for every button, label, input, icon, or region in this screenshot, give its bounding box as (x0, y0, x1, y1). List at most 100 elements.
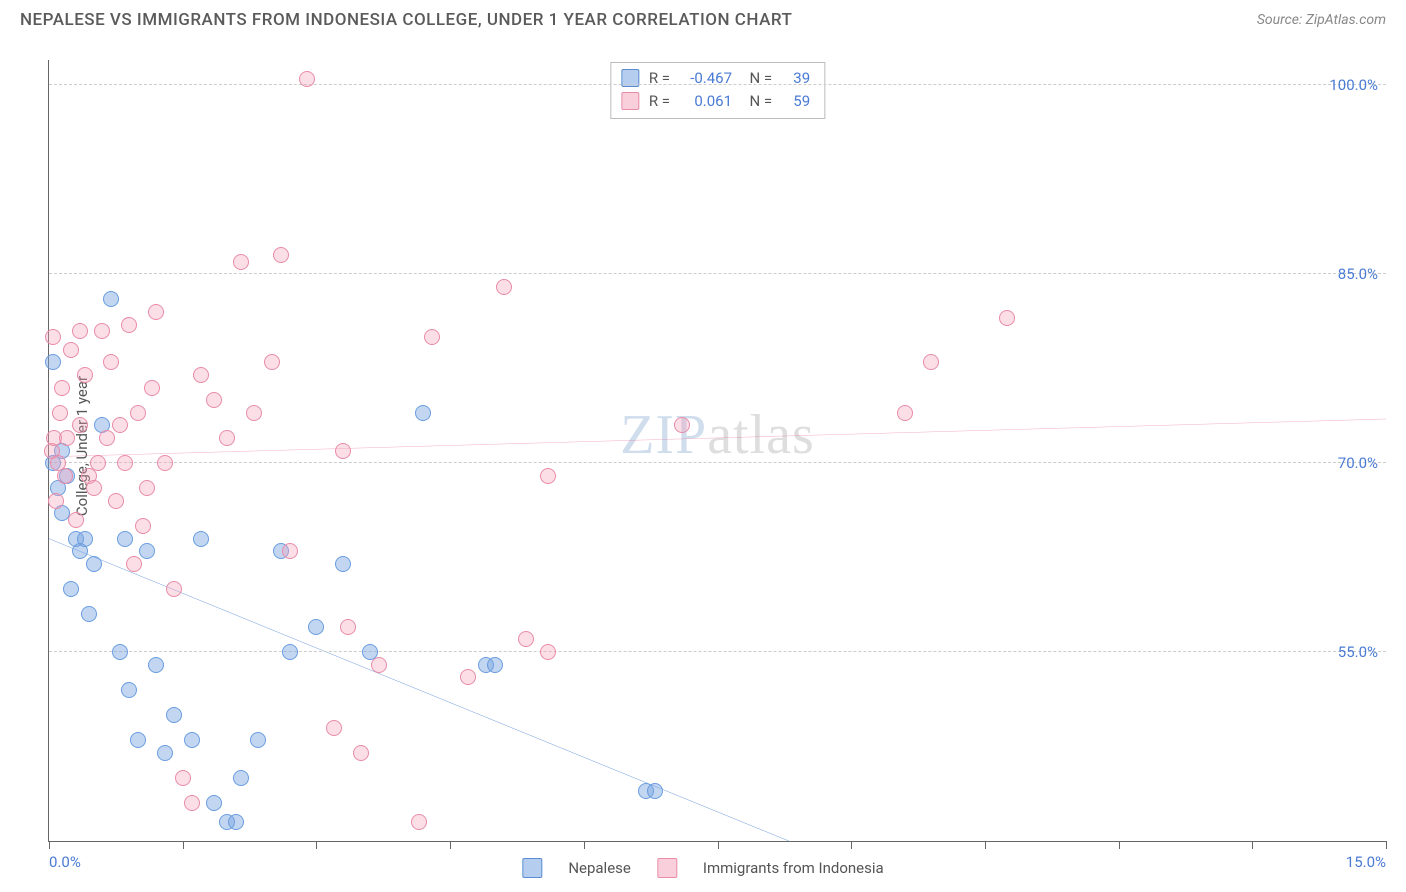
data-point (219, 430, 235, 446)
x-tick (316, 841, 317, 849)
data-point (353, 745, 369, 761)
data-point (86, 480, 102, 496)
data-point (246, 405, 262, 421)
data-point (144, 380, 160, 396)
data-point (335, 556, 351, 572)
y-tick-label: 85.0% (1338, 265, 1378, 283)
x-min-label: 0.0% (49, 853, 81, 871)
x-tick (584, 841, 585, 849)
x-tick (1386, 841, 1387, 849)
data-point (540, 644, 556, 660)
data-point (148, 657, 164, 673)
data-point (52, 405, 68, 421)
trendlines-svg (49, 60, 1386, 841)
data-point (157, 455, 173, 471)
data-point (206, 392, 222, 408)
data-point (45, 329, 61, 345)
x-tick (450, 841, 451, 849)
r-label: R = (649, 67, 670, 90)
data-point (77, 367, 93, 383)
gridline (49, 273, 1386, 274)
data-point (424, 329, 440, 345)
x-tick (1252, 841, 1253, 849)
data-point (540, 468, 556, 484)
data-point (411, 814, 427, 830)
data-point (193, 531, 209, 547)
data-point (57, 468, 73, 484)
data-point (206, 795, 222, 811)
data-point (117, 455, 133, 471)
data-point (130, 405, 146, 421)
data-point (135, 518, 151, 534)
data-point (233, 770, 249, 786)
data-point (121, 317, 137, 333)
data-point (674, 417, 690, 433)
data-point (72, 417, 88, 433)
data-point (72, 323, 88, 339)
data-point (81, 606, 97, 622)
x-tick (851, 841, 852, 849)
legend: Nepalese Immigrants from Indonesia (522, 858, 883, 878)
data-point (999, 310, 1015, 326)
x-tick (49, 841, 50, 849)
gridline (49, 651, 1386, 652)
data-point (371, 657, 387, 673)
data-point (308, 619, 324, 635)
data-point (94, 323, 110, 339)
header: NEPALESE VS IMMIGRANTS FROM INDONESIA CO… (0, 0, 1406, 38)
data-point (299, 71, 315, 87)
data-point (193, 367, 209, 383)
data-point (228, 814, 244, 830)
y-tick-label: 70.0% (1338, 454, 1378, 472)
data-point (518, 631, 534, 647)
data-point (45, 354, 61, 370)
data-point (166, 581, 182, 597)
data-point (157, 745, 173, 761)
data-point (139, 480, 155, 496)
data-point (103, 291, 119, 307)
y-tick-label: 100.0% (1329, 76, 1378, 94)
data-point (335, 443, 351, 459)
source-label: Source: ZipAtlas.com (1257, 12, 1386, 28)
data-point (121, 682, 137, 698)
data-point (48, 493, 64, 509)
corr-row: R =0.061 N =59 (621, 90, 810, 113)
data-point (326, 720, 342, 736)
data-point (897, 405, 913, 421)
data-point (250, 732, 266, 748)
data-point (282, 644, 298, 660)
data-point (86, 556, 102, 572)
data-point (130, 732, 146, 748)
n-label: N = (742, 67, 772, 90)
x-tick (1119, 841, 1120, 849)
r-value: -0.467 (680, 67, 732, 90)
data-point (112, 417, 128, 433)
data-point (54, 380, 70, 396)
data-point (233, 254, 249, 270)
data-point (108, 493, 124, 509)
n-value: 59 (782, 90, 810, 113)
legend-label: Immigrants from Indonesia (703, 859, 884, 877)
chart-title: NEPALESE VS IMMIGRANTS FROM INDONESIA CO… (20, 10, 792, 30)
gridline (49, 462, 1386, 463)
correlation-box: R =-0.467 N =39R =0.061 N =59 (610, 62, 825, 119)
data-point (63, 342, 79, 358)
data-point (166, 707, 182, 723)
data-point (99, 430, 115, 446)
data-point (264, 354, 280, 370)
r-label: R = (649, 90, 670, 113)
data-point (148, 304, 164, 320)
data-point (340, 619, 356, 635)
trend-line (49, 539, 789, 841)
data-point (282, 543, 298, 559)
data-point (175, 770, 191, 786)
x-tick (985, 841, 986, 849)
trend-line (49, 419, 1386, 457)
legend-swatch-icon (522, 858, 542, 878)
data-point (112, 644, 128, 660)
legend-swatch-icon (657, 858, 677, 878)
x-max-label: 15.0% (1346, 853, 1386, 871)
data-point (68, 512, 84, 528)
data-point (184, 732, 200, 748)
legend-label: Nepalese (568, 859, 631, 877)
